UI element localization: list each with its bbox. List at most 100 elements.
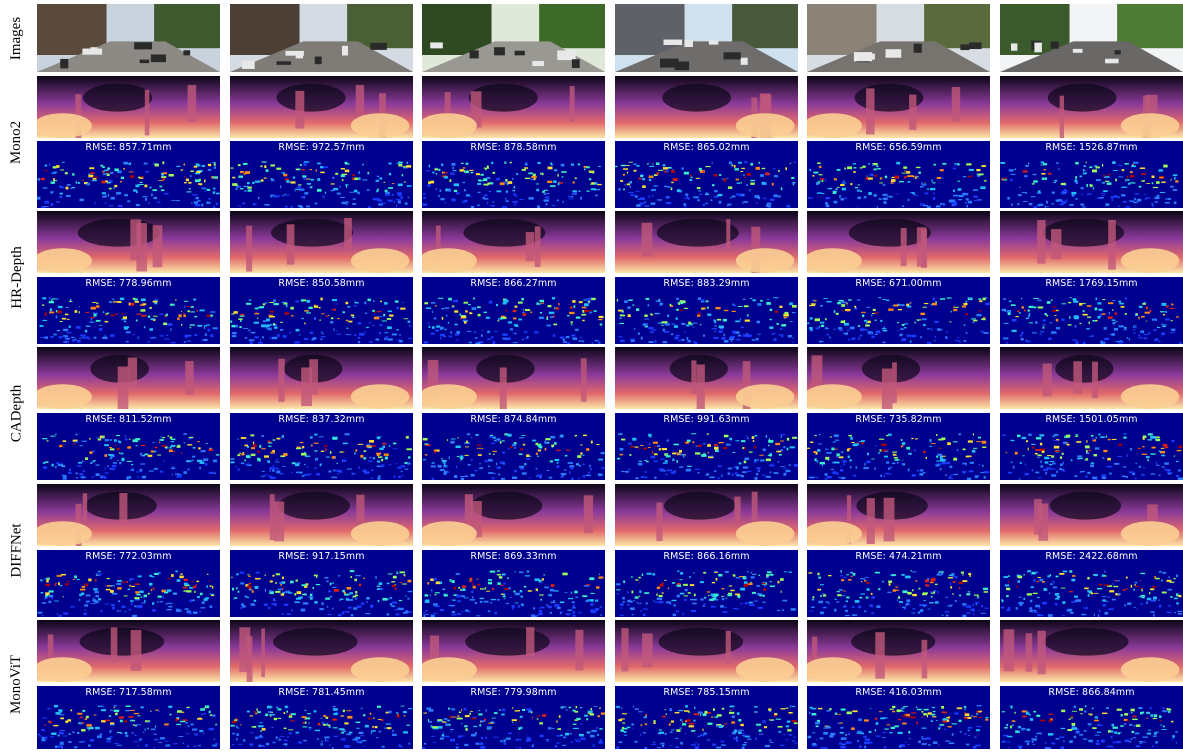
depth-map-1-4: [615, 76, 798, 138]
depth-map-5-6: [1000, 620, 1183, 682]
row-label-monovit: MonoViT: [0, 620, 34, 749]
depth-map-1-1: [37, 76, 220, 138]
error-map-graphic-5-5: [807, 686, 990, 749]
error-map-graphic-5-2: [230, 686, 413, 749]
depth-map-4-2: [230, 484, 413, 546]
rmse-prefix: RMSE:: [1045, 278, 1076, 289]
error-map-graphic-3-5: [807, 413, 990, 480]
rmse-prefix: RMSE:: [663, 142, 694, 153]
rmse-value: 991.63mm: [697, 414, 750, 425]
input-image-2: [230, 4, 413, 72]
depth-map-graphic-2-5: [807, 211, 990, 273]
depth-map-graphic-3-1: [37, 347, 220, 409]
depth-map-graphic-4-1: [37, 484, 220, 546]
depth-map-1-2: [230, 76, 413, 138]
rmse-prefix: RMSE:: [278, 414, 309, 425]
rmse-label: RMSE: 865.02mm: [615, 142, 798, 153]
rmse-value: 1769.15mm: [1078, 278, 1138, 289]
depth-map-graphic-4-3: [422, 484, 605, 546]
input-image-graphic-3: [422, 4, 605, 72]
rmse-label: RMSE: 991.63mm: [615, 414, 798, 425]
rmse-value: 785.15mm: [697, 687, 750, 698]
input-image-4: [615, 4, 798, 72]
rmse-label: RMSE: 883.29mm: [615, 278, 798, 289]
rmse-value: 837.32mm: [312, 414, 365, 425]
rmse-value: 671.00mm: [889, 278, 942, 289]
depth-map-4-5: [807, 484, 990, 546]
depth-map-1-5: [807, 76, 990, 138]
depth-map-5-5: [807, 620, 990, 682]
rmse-value: 2422.68mm: [1078, 551, 1138, 562]
error-map-graphic-3-1: [37, 413, 220, 480]
rmse-prefix: RMSE:: [1045, 551, 1076, 562]
rmse-prefix: RMSE:: [278, 551, 309, 562]
rmse-label: RMSE: 474.21mm: [807, 551, 990, 562]
error-map-3-5: RMSE: 735.82mm: [807, 413, 990, 480]
rmse-label: RMSE: 866.27mm: [422, 278, 605, 289]
rmse-prefix: RMSE:: [278, 687, 309, 698]
error-map-graphic-4-2: [230, 550, 413, 617]
error-map-graphic-2-3: [422, 277, 605, 344]
rmse-label: RMSE: 869.33mm: [422, 551, 605, 562]
depth-map-graphic-1-3: [422, 76, 605, 138]
error-map-3-4: RMSE: 991.63mm: [615, 413, 798, 480]
error-map-graphic-1-1: [37, 141, 220, 208]
rmse-value: 883.29mm: [697, 278, 750, 289]
depth-map-2-1: [37, 211, 220, 273]
error-map-graphic-5-1: [37, 686, 220, 749]
error-map-graphic-2-2: [230, 277, 413, 344]
row-label-images-text: Images: [8, 16, 25, 60]
rmse-value: 866.84mm: [1082, 687, 1135, 698]
error-map-1-3: RMSE: 878.58mm: [422, 141, 605, 208]
rmse-label: RMSE: 837.32mm: [230, 414, 413, 425]
rmse-label: RMSE: 1769.15mm: [1000, 278, 1183, 289]
error-map-graphic-2-1: [37, 277, 220, 344]
rmse-prefix: RMSE:: [470, 142, 501, 153]
rmse-label: RMSE: 772.03mm: [37, 551, 220, 562]
rmse-value: 656.59mm: [889, 142, 942, 153]
error-map-graphic-4-3: [422, 550, 605, 617]
error-map-graphic-1-3: [422, 141, 605, 208]
error-map-graphic-4-4: [615, 550, 798, 617]
error-map-4-2: RMSE: 917.15mm: [230, 550, 413, 617]
rmse-prefix: RMSE:: [855, 278, 886, 289]
depth-map-graphic-2-3: [422, 211, 605, 273]
row-label-mono2-text: Mono2: [8, 120, 25, 164]
depth-map-graphic-3-3: [422, 347, 605, 409]
error-map-graphic-1-2: [230, 141, 413, 208]
error-map-5-4: RMSE: 785.15mm: [615, 686, 798, 749]
depth-map-graphic-1-6: [1000, 76, 1183, 138]
row-label-diffnet: DIFFNet: [0, 484, 34, 617]
depth-map-graphic-4-4: [615, 484, 798, 546]
depth-map-graphic-5-1: [37, 620, 220, 682]
error-map-1-5: RMSE: 656.59mm: [807, 141, 990, 208]
rmse-prefix: RMSE:: [470, 551, 501, 562]
rmse-label: RMSE: 416.03mm: [807, 687, 990, 698]
error-map-3-3: RMSE: 874.84mm: [422, 413, 605, 480]
error-map-graphic-1-4: [615, 141, 798, 208]
depth-map-5-3: [422, 620, 605, 682]
depth-map-graphic-3-4: [615, 347, 798, 409]
rmse-prefix: RMSE:: [85, 278, 116, 289]
rmse-label: RMSE: 811.52mm: [37, 414, 220, 425]
depth-map-4-1: [37, 484, 220, 546]
rmse-prefix: RMSE:: [278, 278, 309, 289]
rmse-value: 878.58mm: [504, 142, 557, 153]
rmse-value: 781.45mm: [312, 687, 365, 698]
depth-map-2-2: [230, 211, 413, 273]
rmse-prefix: RMSE:: [1045, 414, 1076, 425]
depth-map-graphic-2-4: [615, 211, 798, 273]
depth-map-graphic-5-4: [615, 620, 798, 682]
depth-map-graphic-5-2: [230, 620, 413, 682]
error-map-5-2: RMSE: 781.45mm: [230, 686, 413, 749]
input-image-5: [807, 4, 990, 72]
error-map-graphic-3-6: [1000, 413, 1183, 480]
rmse-prefix: RMSE:: [1045, 142, 1076, 153]
rmse-label: RMSE: 785.15mm: [615, 687, 798, 698]
error-map-5-3: RMSE: 779.98mm: [422, 686, 605, 749]
rmse-prefix: RMSE:: [85, 687, 116, 698]
depth-map-graphic-3-5: [807, 347, 990, 409]
input-image-graphic-1: [37, 4, 220, 72]
input-image-graphic-4: [615, 4, 798, 72]
depth-map-2-3: [422, 211, 605, 273]
